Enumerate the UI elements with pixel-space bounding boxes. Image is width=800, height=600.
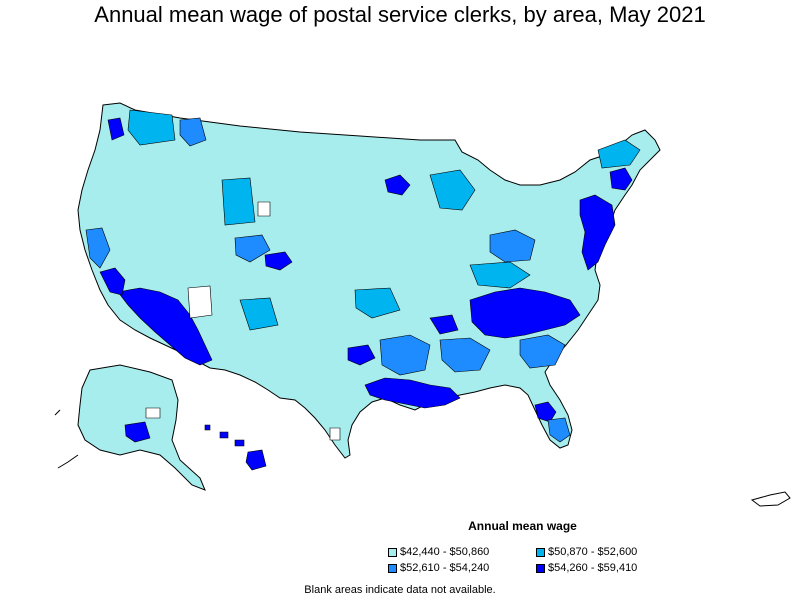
legend-label-bin1: $42,440 - $50,860 <box>400 546 490 558</box>
bin2-regions <box>127 109 641 331</box>
region-bin2-new-england <box>597 139 641 169</box>
region-bin4-east-coast <box>579 194 616 271</box>
legend-item-bin2: $50,870 - $52,600 <box>536 546 684 558</box>
region-bin3-carolinas <box>519 334 566 369</box>
legend-item-bin4: $54,260 - $59,410 <box>536 562 684 574</box>
region-bin4-colorado <box>264 251 293 271</box>
legend: $42,440 - $50,860 $50,870 - $52,600 $52,… <box>388 546 688 574</box>
legend-swatch-bin1 <box>388 547 397 557</box>
region-no-data-tx <box>329 427 341 441</box>
region-bin3-midsouth <box>439 337 491 373</box>
region-no-data-nevada <box>187 285 213 319</box>
map-title: Annual mean wage of postal service clerk… <box>94 2 706 27</box>
legend-title: Annual mean wage <box>468 519 577 533</box>
bin4-regions <box>99 117 633 423</box>
region-bin3-florida-gulf <box>547 417 571 443</box>
legend-label-bin2: $50,870 - $52,600 <box>548 546 638 558</box>
region-bin2-wyoming <box>221 177 256 226</box>
region-bin3-colorado <box>234 234 271 263</box>
region-bin3-wa <box>179 117 207 147</box>
region-bin3-texas-east <box>379 334 431 376</box>
region-bin2-great-lakes <box>429 169 476 211</box>
legend-item-bin3: $52,610 - $54,240 <box>388 562 536 574</box>
bin3-regions <box>85 117 571 443</box>
region-bin3-ohio <box>489 229 536 263</box>
region-bin3-ca-coast <box>85 227 111 269</box>
aleutian-islands <box>54 409 79 469</box>
region-bin4-florida <box>534 401 557 423</box>
region-bin2-pacific-nw <box>127 109 176 146</box>
region-bin4-nw <box>107 117 125 141</box>
region-no-data-wy <box>257 201 271 217</box>
region-bin2-kentucky <box>469 261 531 289</box>
hawaii <box>204 424 267 471</box>
legend-swatch-bin3 <box>388 563 397 573</box>
region-bin4-texas <box>347 344 376 366</box>
legend-label-bin4: $54,260 - $59,410 <box>548 562 638 574</box>
region-bin4-socal <box>99 267 126 296</box>
region-bin2-oklahoma <box>354 287 401 319</box>
puerto-rico <box>750 491 791 507</box>
region-bin4-gulf-coast <box>364 377 461 409</box>
region-bin4-tennessee <box>429 314 459 335</box>
alaska-no-data-region <box>145 407 161 419</box>
legend-swatch-bin2 <box>536 547 545 557</box>
legend-label-bin3: $52,610 - $54,240 <box>400 562 490 574</box>
region-bin4-michigan <box>384 174 411 196</box>
region-bin2-new-mexico <box>239 297 279 331</box>
legend-swatch-bin4 <box>536 563 545 573</box>
alaska-bin4-region <box>124 421 151 443</box>
region-bin4-southeast <box>469 287 581 339</box>
region-bin4-arizona <box>117 287 213 366</box>
region-bin4-northeast <box>609 167 633 191</box>
no-data-regions <box>187 201 341 441</box>
footnote: Blank areas indicate data not available. <box>304 584 496 596</box>
legend-item-bin1: $42,440 - $50,860 <box>388 546 536 558</box>
